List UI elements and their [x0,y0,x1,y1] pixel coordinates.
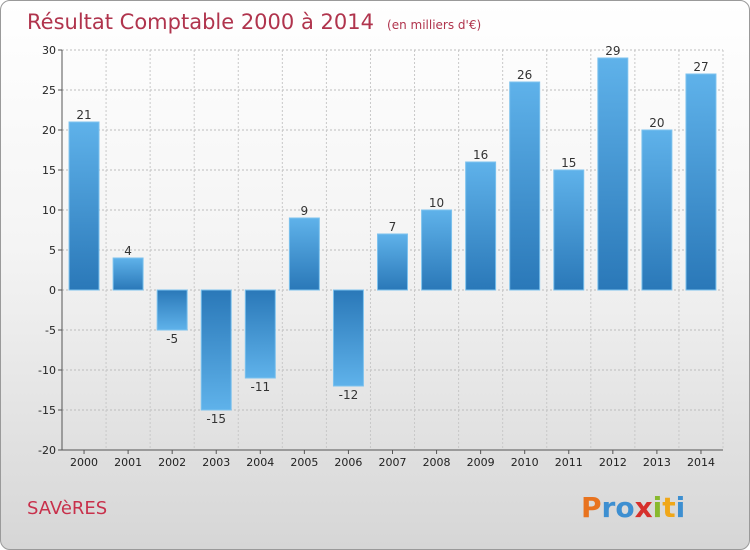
y-tick-label: 30 [42,44,56,57]
bar-2010 [509,81,541,291]
y-tick-label: -20 [38,444,56,457]
value-label-2006: -12 [339,388,359,402]
value-label-2003: -15 [206,412,226,426]
value-label-2000: 21 [76,108,91,122]
value-label-2013: 20 [649,116,664,130]
logo-letter: x [635,491,653,524]
y-tick-label: 25 [42,84,56,97]
bar-2007 [377,233,408,291]
logo-letter: r [602,491,616,524]
logo-letter: i [676,491,686,524]
x-tick-label-2006: 2006 [334,456,362,469]
commune-name: SAVèRES [27,498,107,519]
chart-subtitle: (en milliers d'€) [387,18,481,32]
x-tick-label-2014: 2014 [687,456,715,469]
value-label-2002: -5 [166,332,178,346]
bar-2008 [421,209,453,291]
x-tick-label-2011: 2011 [555,456,583,469]
value-label-2014: 27 [693,60,708,74]
value-label-2004: -11 [250,380,270,394]
bar-2006 [332,289,364,387]
bar-2011 [553,169,585,291]
bar-2014 [685,73,717,291]
x-tick-label-2009: 2009 [467,456,495,469]
y-tick-label: 10 [42,204,56,217]
axes: -20 -15 -10 -5 0 5 10 15 20 25 30 2000 2001 2002 2003 2… [38,44,723,469]
x-tick-label-2004: 2004 [246,456,274,469]
bar-2009 [465,161,497,291]
value-label-2005: 9 [301,204,309,218]
bar-2003 [200,289,232,411]
logo-letter: t [662,491,675,524]
bar-2004 [244,289,276,379]
bar-2013 [641,129,673,291]
logo-letter: o [615,491,634,524]
value-label-2008: 10 [429,196,444,210]
chart-title: Résultat Comptable 2000 à 2014 (en milli… [27,10,481,34]
bar-2005 [288,217,320,291]
x-tick-label-2000: 2000 [70,456,98,469]
chart-title-text: Résultat Comptable 2000 à 2014 [27,10,374,34]
value-labels: 21 4 -5 -15 -11 9 -12 7 10 16 26 15 29 20 27 [76,44,708,426]
x-tick-label-2008: 2008 [423,456,451,469]
value-label-2011: 15 [561,156,576,170]
bars [68,57,717,411]
value-label-2009: 16 [473,148,488,162]
value-label-2007: 7 [389,220,397,234]
logo-letter: i [653,491,663,524]
y-tick-label: -10 [38,364,56,377]
x-tick-label-2005: 2005 [290,456,318,469]
x-tick-label-2007: 2007 [379,456,407,469]
proxiti-logo: Proxiti [581,491,685,524]
y-tick-label: 20 [42,124,56,137]
y-tick-label: 0 [49,284,56,297]
y-tick-label: 15 [42,164,56,177]
x-tick-label-2013: 2013 [643,456,671,469]
x-tick-label-2003: 2003 [202,456,230,469]
value-label-2010: 26 [517,68,532,82]
x-tick-label-2012: 2012 [599,456,627,469]
x-tick-label-2001: 2001 [114,456,142,469]
gridlines [61,49,724,451]
x-tick-label-2010: 2010 [511,456,539,469]
bar-2002 [156,289,188,331]
value-label-2001: 4 [124,244,132,258]
value-label-2012: 29 [605,44,620,58]
y-tick-label: -5 [45,324,56,337]
bar-2000 [68,121,100,291]
bar-2001 [112,257,144,291]
logo-letter: P [581,491,602,524]
bar-2012 [597,57,629,291]
x-tick-label-2002: 2002 [158,456,186,469]
y-tick-label: -15 [38,404,56,417]
y-tick-label: 5 [49,244,56,257]
